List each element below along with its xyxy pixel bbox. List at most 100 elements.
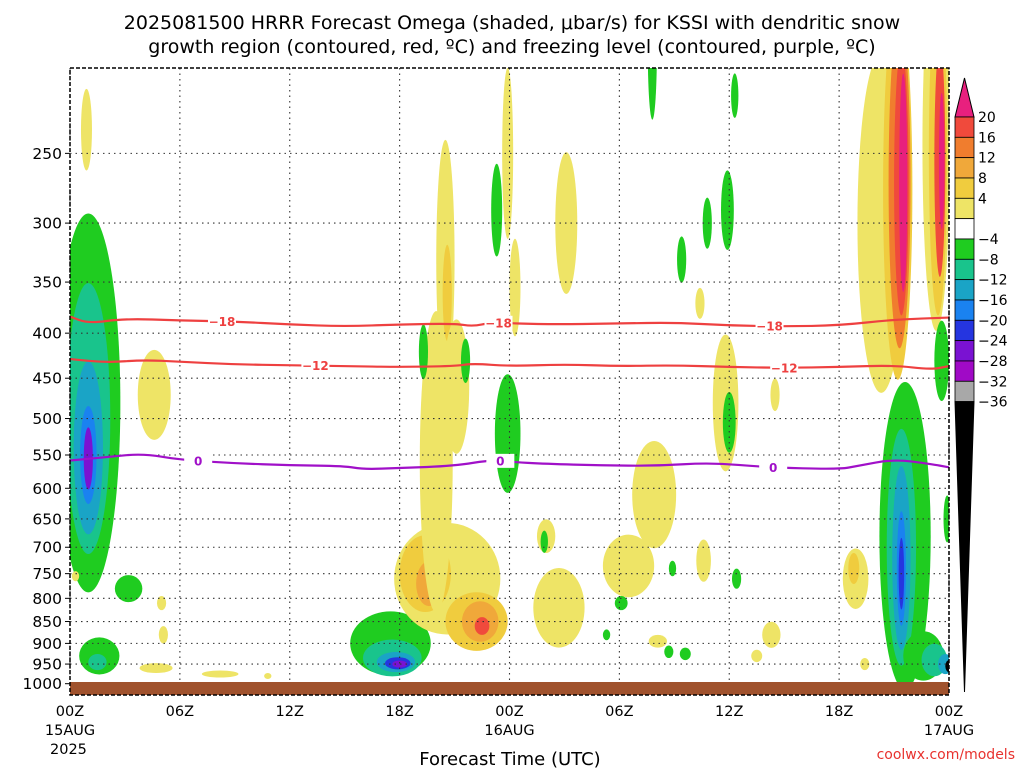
y-tick-label-15: 1000	[23, 675, 62, 693]
colorbar-box-4	[954, 177, 975, 199]
contour-label-bg	[301, 358, 330, 373]
contour-label-0-1: −18	[485, 316, 512, 330]
colorbar-box-11	[954, 319, 975, 342]
chart-title-line2: growth region (contoured, red, ºC) and f…	[148, 36, 875, 58]
omega-feature-9	[114, 575, 143, 603]
colorbar-label-8: −16	[978, 293, 1008, 309]
y-tick-label-11: 800	[32, 590, 62, 608]
colorbar-box-10	[954, 299, 975, 321]
colorbar-box-1	[954, 116, 975, 138]
colorbar-box-5	[954, 197, 975, 220]
omega-feature-55	[702, 197, 712, 249]
contour-label-bg	[184, 453, 213, 468]
omega-feature-60	[762, 621, 781, 648]
omega-feature-58	[722, 391, 736, 453]
colorbar-label-3: 8	[978, 171, 987, 187]
omega-feature-84	[934, 320, 949, 402]
omega-shading	[70, 0, 949, 691]
x-tick-date-4: 16AUG	[484, 723, 534, 739]
contour-label-2-2: 0	[769, 461, 777, 475]
contour-label-bg	[755, 319, 784, 334]
omega-feature-70	[899, 73, 908, 292]
x-tick-label-6: 12Z	[715, 704, 743, 720]
y-axis: 250 300 350 400 450 500 550 600 650 700 750 800 850 9…	[23, 145, 70, 693]
omega-feature-45	[647, 68, 657, 120]
colorbar-box-7	[954, 238, 975, 260]
ground-bar	[70, 682, 949, 695]
omega-feature-65	[860, 658, 870, 671]
omega-feature-11	[139, 663, 173, 674]
omega-feature-56	[731, 73, 739, 118]
omega-feature-44	[602, 629, 611, 641]
x-tick-label-1: 06Z	[166, 704, 194, 720]
x-tick-label-3: 18Z	[385, 704, 413, 720]
credit-text: coolwx.com/models	[877, 747, 1015, 763]
contour-label-0-2: −18	[756, 320, 783, 334]
y-tick-label-4: 450	[32, 370, 62, 388]
omega-feature-35	[460, 338, 471, 384]
colorbar-label-13: −36	[978, 395, 1008, 411]
y-tick-label-8: 650	[32, 510, 62, 528]
omega-feature-42	[602, 534, 655, 598]
y-tick-label-0: 250	[32, 145, 62, 163]
omega-feature-20	[392, 660, 407, 668]
plot-frame	[69, 67, 950, 696]
contour-label-2-0: 0	[194, 454, 202, 468]
omega-feature-51	[679, 647, 691, 661]
omega-feature-41	[596, 0, 612, 8]
colorbar-box-8	[954, 258, 975, 281]
omega-feature-54	[721, 170, 734, 250]
chart-title-line1: 2025081500 HRRR Forecast Omega (shaded, …	[124, 12, 900, 34]
colorbar-box-6	[954, 218, 975, 240]
y-tick-label-10: 750	[32, 565, 62, 583]
omega-feature-62	[770, 378, 780, 412]
omega-feature-52	[696, 539, 711, 582]
omega-feature-59	[731, 568, 742, 589]
omega-feature-14	[201, 670, 239, 678]
omega-feature-50	[677, 236, 687, 283]
contour-label-1-0: −12	[302, 359, 329, 373]
x-tick-label-2: 12Z	[276, 704, 304, 720]
colorbar-label-9: −20	[978, 313, 1008, 329]
x-tick-label-0: 00Z	[56, 704, 84, 720]
y-tick-label-6: 550	[32, 446, 62, 464]
omega-feature-31	[502, 68, 514, 239]
omega-feature-15	[264, 672, 272, 679]
omega-feature-74	[938, 92, 945, 230]
contour-label-0-0: −18	[209, 315, 236, 329]
colorbar-box-2	[954, 136, 975, 159]
contour-label-bg	[484, 315, 513, 330]
contour-label-bg	[486, 453, 515, 468]
omega-feature-10	[137, 349, 171, 440]
omega-feature-47	[648, 634, 667, 648]
colorbar-box-12	[954, 340, 975, 362]
colorbar-label-11: −28	[978, 354, 1008, 370]
omega-feature-6	[71, 571, 80, 582]
y-tick-label-9: 700	[32, 539, 62, 557]
omega-feature-38	[533, 567, 585, 648]
y-tick-label-5: 500	[32, 410, 62, 428]
colorbar-label-2: 12	[978, 151, 996, 167]
colorbar-box-9	[954, 279, 975, 301]
omega-feature-64	[848, 552, 860, 585]
contour-label-bg	[207, 314, 236, 329]
omega-feature-26	[474, 617, 490, 635]
colorbar-label-1: 16	[978, 130, 996, 146]
y-tick-label-3: 400	[32, 325, 62, 343]
colorbar-label-12: −32	[978, 374, 1008, 390]
x-axis-label: Forecast Time (UTC)	[419, 749, 600, 768]
omega-feature-33	[509, 238, 521, 337]
y-tick-label-2: 350	[32, 274, 62, 292]
contour-label-bg	[770, 360, 799, 375]
y-tick-label-14: 950	[32, 656, 62, 674]
omega-feature-43	[614, 595, 628, 611]
omega-feature-29	[442, 244, 452, 341]
colorbar-label-6: −8	[978, 252, 999, 268]
omega-feature-13	[158, 626, 168, 644]
x-tick-date-8: 17AUG	[924, 723, 974, 739]
omega-feature-36	[494, 374, 521, 493]
contour-label-bg	[759, 460, 788, 475]
omega-feature-85	[943, 495, 949, 543]
colorbar-box-14	[954, 380, 975, 403]
